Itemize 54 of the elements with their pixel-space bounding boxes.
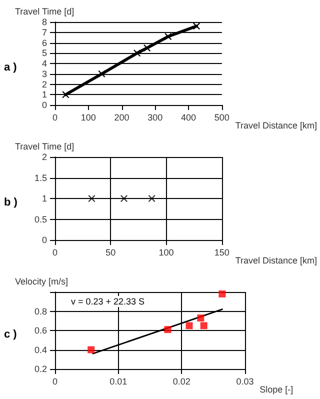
y-tick-label: 0: [42, 100, 47, 110]
text: b ): [4, 196, 18, 208]
point: [134, 50, 141, 57]
point: [164, 33, 172, 40]
x-tick-label: 500: [214, 112, 230, 122]
y-tick-label: 1: [42, 90, 47, 100]
y-tick-label: 0.5: [34, 214, 47, 224]
y-tick-label: 8: [42, 17, 47, 27]
y-tick-label: 1.5: [34, 172, 47, 183]
y-tick-label: 6: [42, 38, 47, 48]
y-tick-label: 0.4: [34, 344, 47, 355]
y-tick-label: 5: [42, 48, 47, 58]
annotation: v = 0.23 + 22.33 S: [71, 296, 145, 306]
x-tick-label: 0.03: [236, 376, 254, 386]
text: c ): [4, 328, 18, 340]
y-tick-label: 2: [42, 79, 47, 90]
x-tick-label: 300: [148, 112, 163, 122]
x-axis-title: Travel Distance [km]: [235, 120, 317, 130]
y-tick-label: 4: [42, 58, 47, 68]
x-tick-label: 0.01: [110, 376, 128, 386]
y-tick-label: 7: [42, 27, 47, 38]
point: [88, 346, 95, 354]
x-axis-title: Slope [-]: [260, 384, 294, 394]
x-axis-title: Travel Distance [km]: [235, 256, 317, 266]
x-tick-label: 200: [114, 112, 130, 122]
y-tick-label: 0: [42, 235, 47, 245]
y-axis-title: Velocity [m/s]: [15, 276, 68, 286]
x-tick-label: 400: [181, 112, 196, 122]
point: [62, 91, 70, 98]
point: [164, 326, 172, 334]
point: [186, 322, 193, 330]
x-tick-label: 0: [52, 112, 58, 122]
x-tick-label: 0: [52, 248, 58, 258]
point: [98, 70, 106, 78]
x-tick-label: 150: [214, 248, 230, 258]
point: [193, 22, 200, 30]
y-axis-title: Travel Time [d]: [15, 6, 74, 16]
y-tick-label: 0.2: [34, 364, 47, 374]
x-tick-label: 100: [80, 112, 96, 122]
x-tick-label: 100: [158, 248, 174, 258]
y-tick-label: 2: [42, 152, 47, 162]
x-tick-label: 50: [106, 248, 116, 258]
point: [197, 314, 204, 322]
x-tick-label: 0.02: [172, 376, 190, 386]
point: [218, 290, 226, 298]
y-tick-label: 1: [42, 194, 47, 204]
point: [144, 44, 151, 52]
y-axis-title: Travel Time [d]: [15, 142, 74, 152]
text: a ): [4, 62, 18, 74]
y-tick-label: 0.6: [34, 326, 47, 336]
point: [200, 322, 208, 330]
x-tick-label: 0: [52, 376, 58, 386]
y-tick-label: 3: [42, 68, 47, 79]
y-tick-label: 0.8: [34, 306, 47, 316]
